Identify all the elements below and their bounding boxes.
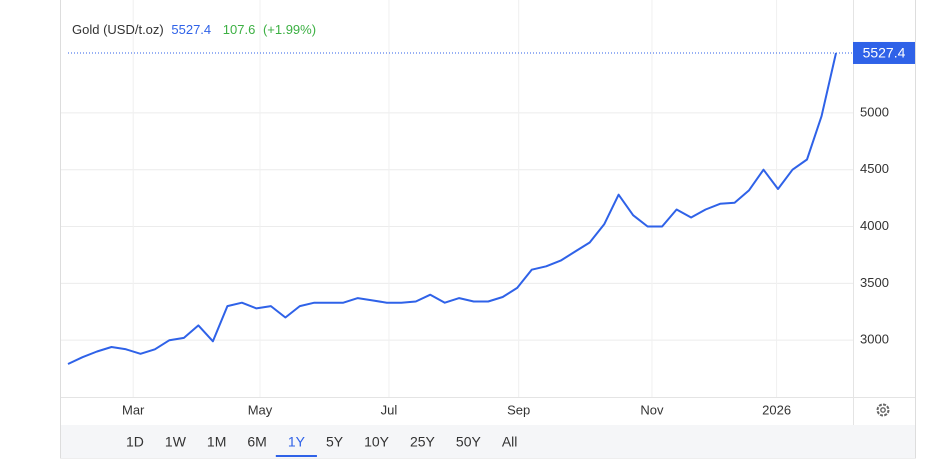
range-button[interactable]: 1D: [126, 434, 144, 450]
y-tick-label: 5000: [860, 104, 889, 119]
header: Gold (USD/t.oz) 5527.4 107.6 (+1.99%): [72, 22, 316, 37]
range-button[interactable]: 1Y: [288, 434, 306, 450]
settings-icon[interactable]: [876, 403, 890, 417]
range-button[interactable]: 6M: [247, 434, 266, 450]
change-percent: (+1.99%): [263, 22, 316, 37]
range-button[interactable]: 25Y: [410, 434, 436, 450]
chart-title: Gold (USD/t.oz): [72, 22, 164, 37]
x-tick-label: Sep: [507, 402, 530, 417]
change: 107.6: [223, 22, 256, 37]
gear-inner: [880, 407, 886, 413]
range-button[interactable]: All: [502, 434, 518, 450]
last-price-label: 5527.4: [863, 45, 906, 61]
x-tick-label: May: [248, 402, 273, 417]
chart-frame: [60, 0, 916, 459]
range-button[interactable]: 50Y: [456, 434, 482, 450]
range-bar: [61, 425, 915, 458]
y-tick-label: 4500: [860, 161, 889, 176]
gear-outer: [876, 403, 890, 417]
range-button[interactable]: 5Y: [326, 434, 344, 450]
range-button[interactable]: 1W: [165, 434, 187, 450]
x-tick-label: Mar: [122, 402, 145, 417]
last-price: 5527.4: [171, 22, 211, 37]
y-tick-label: 4000: [860, 218, 889, 233]
range-button[interactable]: 1M: [207, 434, 226, 450]
x-tick-label: Nov: [640, 402, 664, 417]
y-tick-label: 3500: [860, 275, 889, 290]
price-line: [67, 52, 837, 365]
x-tick-label: 2026: [762, 402, 791, 417]
range-button[interactable]: 10Y: [364, 434, 390, 450]
y-tick-label: 3000: [860, 332, 889, 347]
last-price-badge: [853, 41, 915, 64]
x-tick-label: Jul: [381, 402, 398, 417]
